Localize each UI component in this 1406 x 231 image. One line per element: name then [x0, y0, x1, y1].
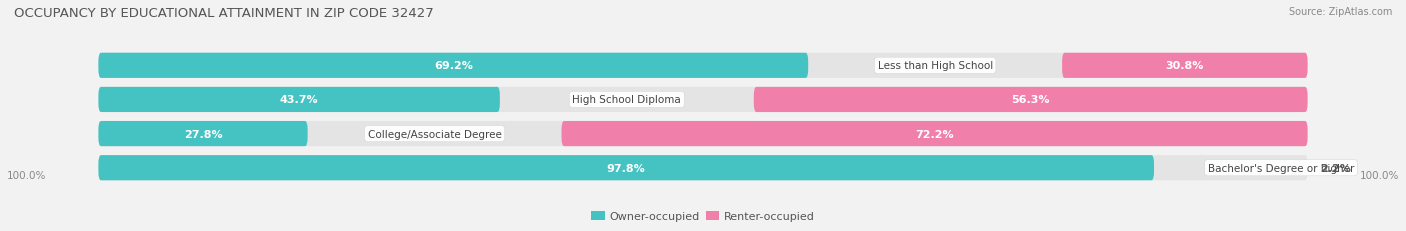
- FancyBboxPatch shape: [561, 122, 1308, 146]
- Text: 69.2%: 69.2%: [434, 61, 472, 71]
- FancyBboxPatch shape: [98, 155, 1154, 180]
- Text: 30.8%: 30.8%: [1166, 61, 1204, 71]
- Text: 2.2%: 2.2%: [1320, 163, 1351, 173]
- Text: 100.0%: 100.0%: [1360, 170, 1399, 180]
- FancyBboxPatch shape: [1062, 54, 1308, 79]
- Text: 97.8%: 97.8%: [607, 163, 645, 173]
- Text: OCCUPANCY BY EDUCATIONAL ATTAINMENT IN ZIP CODE 32427: OCCUPANCY BY EDUCATIONAL ATTAINMENT IN Z…: [14, 7, 434, 20]
- FancyBboxPatch shape: [98, 54, 808, 79]
- FancyBboxPatch shape: [98, 88, 1308, 112]
- Text: 72.2%: 72.2%: [915, 129, 953, 139]
- FancyBboxPatch shape: [98, 88, 501, 112]
- Text: High School Diploma: High School Diploma: [572, 95, 681, 105]
- FancyBboxPatch shape: [98, 155, 1308, 180]
- FancyBboxPatch shape: [98, 122, 1308, 146]
- Text: Bachelor's Degree or higher: Bachelor's Degree or higher: [1208, 163, 1354, 173]
- FancyBboxPatch shape: [98, 122, 308, 146]
- Text: College/Associate Degree: College/Associate Degree: [367, 129, 502, 139]
- FancyBboxPatch shape: [98, 54, 1308, 79]
- Legend: Owner-occupied, Renter-occupied: Owner-occupied, Renter-occupied: [586, 206, 820, 225]
- Text: 56.3%: 56.3%: [1011, 95, 1050, 105]
- Text: 43.7%: 43.7%: [280, 95, 318, 105]
- Text: 27.8%: 27.8%: [184, 129, 222, 139]
- Text: Source: ZipAtlas.com: Source: ZipAtlas.com: [1288, 7, 1392, 17]
- FancyBboxPatch shape: [754, 88, 1308, 112]
- Text: Less than High School: Less than High School: [877, 61, 993, 71]
- Text: 100.0%: 100.0%: [7, 170, 46, 180]
